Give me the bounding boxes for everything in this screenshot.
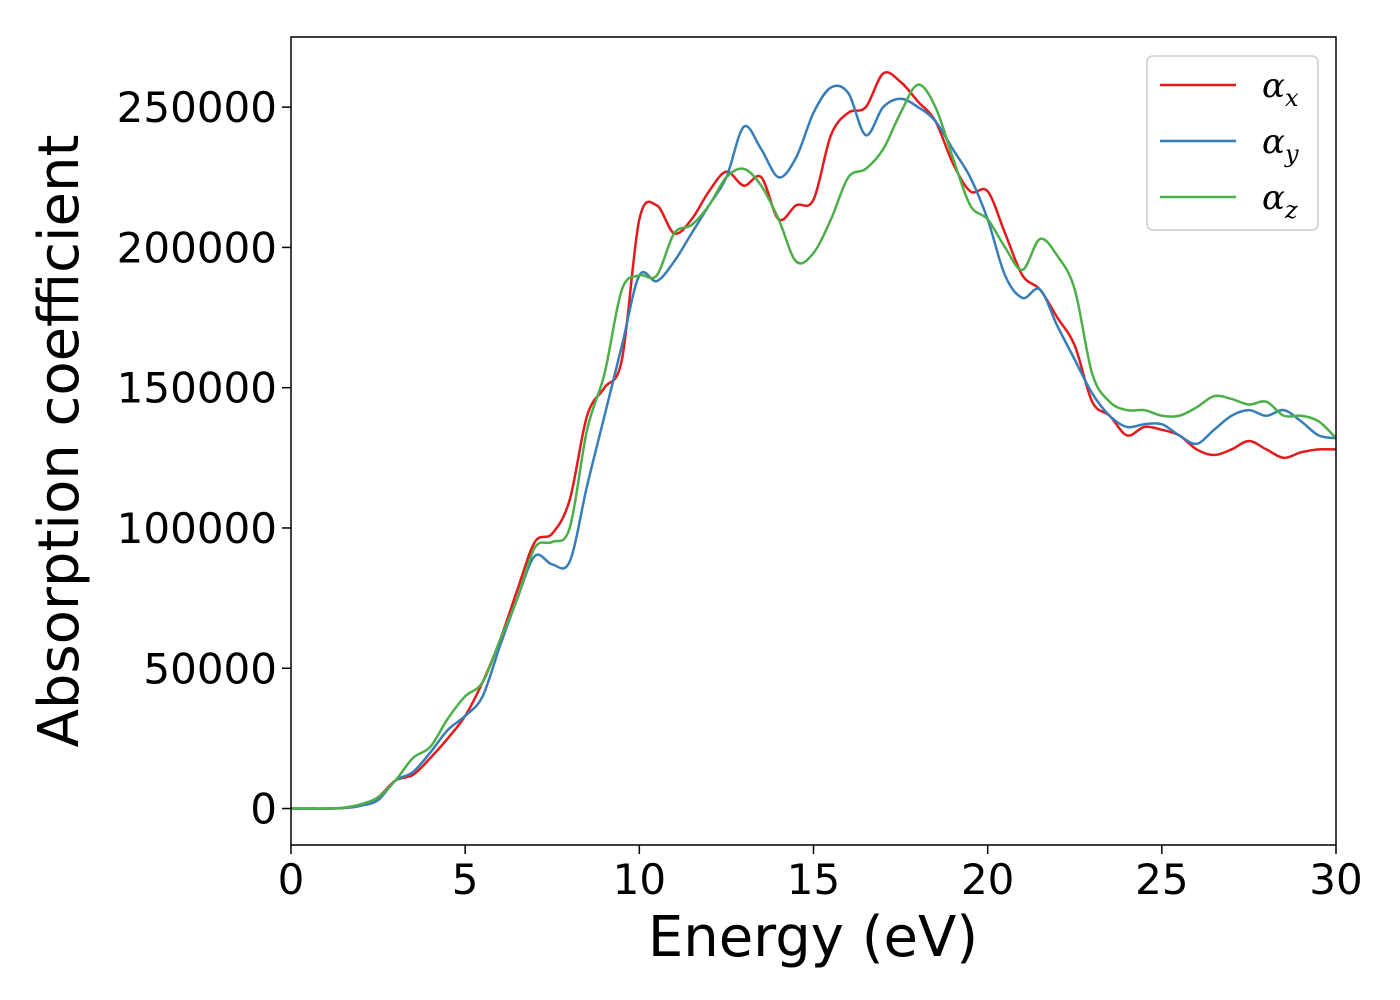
x-tick-label: 5 (452, 855, 479, 904)
y-tick-label: 150000 (117, 364, 277, 413)
y-axis-ticks: 0 50000 100000 150000 200000 250000 (117, 83, 291, 834)
y-tick-label: 100000 (117, 504, 277, 553)
legend-frame (1146, 55, 1319, 231)
legend-subscript: y (1284, 140, 1299, 168)
x-tick-label: 25 (1135, 855, 1188, 904)
legend-subscript: z (1284, 196, 1298, 224)
y-tick-label: 250000 (117, 83, 277, 132)
legend-subscript: x (1285, 84, 1299, 112)
x-tick-label: 30 (1309, 855, 1362, 904)
y-tick-label: 0 (250, 785, 277, 834)
y-tick-label: 200000 (117, 223, 277, 272)
x-tick-label: 10 (613, 855, 666, 904)
series-line-alpha-y (290, 84, 1337, 810)
x-axis-label: Energy (eV) (648, 905, 978, 970)
y-axis-label: Absorption coefficient (27, 135, 92, 748)
x-axis-ticks: 0 5 10 15 20 25 30 (278, 845, 1363, 904)
series-layer (290, 71, 1337, 810)
series-line-alpha-z (290, 83, 1337, 810)
x-tick-label: 0 (278, 855, 305, 904)
y-tick-label: 50000 (143, 644, 277, 693)
x-tick-label: 15 (787, 855, 840, 904)
x-tick-label: 20 (961, 855, 1014, 904)
